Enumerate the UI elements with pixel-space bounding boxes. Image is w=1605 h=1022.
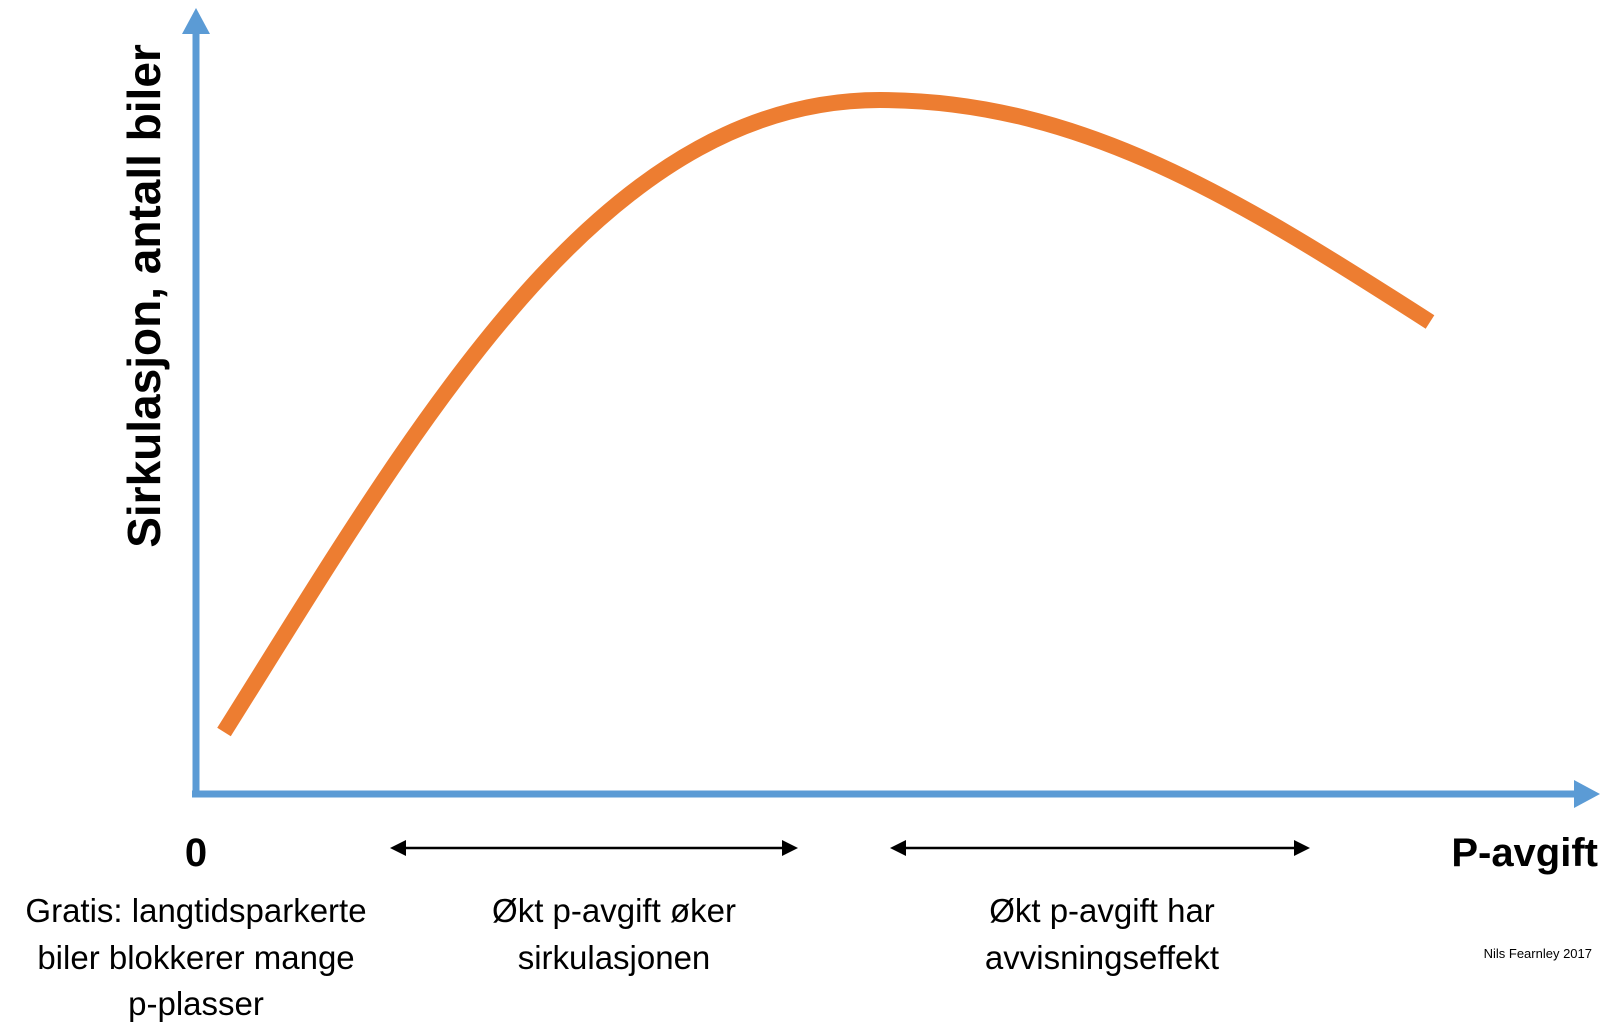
region-rejection-line-1: Økt p-avgift har — [989, 892, 1215, 929]
region-free: Gratis: langtidsparkerte biler blokkerer… — [25, 892, 366, 1022]
region-increase-line-2: sirkulasjonen — [518, 939, 711, 976]
y-axis-arrowhead — [182, 8, 210, 34]
region-rejection-line-2: avvisningseffekt — [985, 939, 1219, 976]
region-increase: Økt p-avgift øker sirkulasjonen — [492, 892, 736, 976]
origin-label: 0 — [185, 831, 207, 875]
double-arrow-rejection — [890, 840, 1310, 856]
x-axis — [192, 780, 1600, 808]
circulation-curve — [217, 91, 1435, 737]
x-axis-arrowhead — [1574, 780, 1600, 808]
y-axis-label: Sirkulasjon, antall biler — [118, 44, 170, 548]
y-axis — [182, 8, 210, 797]
region-free-line-3: p-plasser — [128, 985, 264, 1022]
credit-text: Nils Fearnley 2017 — [1484, 946, 1592, 961]
region-increase-line-1: Økt p-avgift øker — [492, 892, 736, 929]
region-free-line-2: biler blokkerer mange — [37, 939, 354, 976]
x-axis-label: P-avgift — [1451, 831, 1598, 875]
region-rejection: Økt p-avgift har avvisningseffekt — [985, 892, 1219, 976]
region-free-line-1: Gratis: langtidsparkerte — [25, 892, 366, 929]
double-arrow-increase — [390, 840, 798, 856]
